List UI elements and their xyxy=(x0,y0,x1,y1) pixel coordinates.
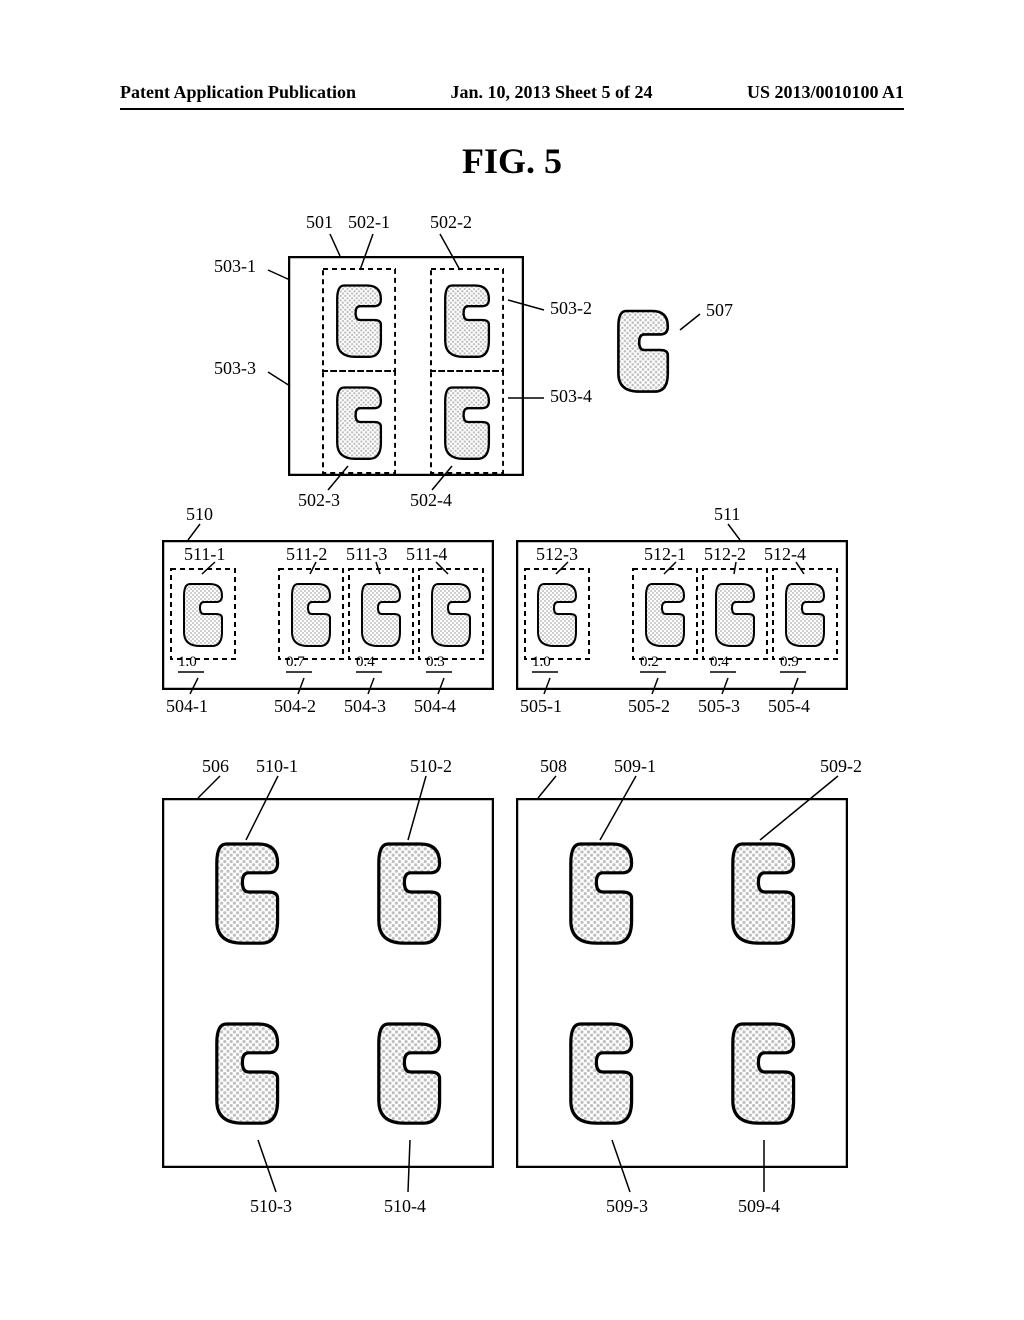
blob-b512_4 xyxy=(772,568,838,660)
label-505-3: 505-3 xyxy=(698,696,740,717)
label-510-4: 510-4 xyxy=(384,1196,426,1217)
blob-b511_2 xyxy=(278,568,344,660)
label-506: 506 xyxy=(202,756,229,777)
label-511: 511 xyxy=(714,504,740,525)
label-510-2: 510-2 xyxy=(410,756,452,777)
label-502-4: 502-4 xyxy=(410,490,452,511)
label-505-2: 505-2 xyxy=(628,696,670,717)
blob-b510_1 xyxy=(198,822,296,962)
label-504-1: 504-1 xyxy=(166,696,208,717)
label-505-1: 505-1 xyxy=(520,696,562,717)
leader-overlay xyxy=(0,0,1024,1320)
label-503-2: 503-2 xyxy=(550,298,592,319)
label-509-3: 509-3 xyxy=(606,1196,648,1217)
label-502-2: 502-2 xyxy=(430,212,472,233)
label-504-2: 504-2 xyxy=(274,696,316,717)
label-507: 507 xyxy=(706,300,733,321)
blob-b511_4 xyxy=(418,568,484,660)
blob-b502_1 xyxy=(322,268,396,372)
blob-b512_3 xyxy=(524,568,590,660)
label-503-4: 503-4 xyxy=(550,386,592,407)
blob-b502_3 xyxy=(322,370,396,474)
blob-b509_2 xyxy=(714,822,812,962)
blob-b510_2 xyxy=(360,822,458,962)
label-503-1: 503-1 xyxy=(214,256,256,277)
blob-b502_2 xyxy=(430,268,504,372)
blob-b502_4 xyxy=(430,370,504,474)
label-502-1: 502-1 xyxy=(348,212,390,233)
label-510-1: 510-1 xyxy=(256,756,298,777)
label-509-2: 509-2 xyxy=(820,756,862,777)
blob-b510_3 xyxy=(198,1002,296,1142)
label-509-1: 509-1 xyxy=(614,756,656,777)
label-509-4: 509-4 xyxy=(738,1196,780,1217)
label-504-4: 504-4 xyxy=(414,696,456,717)
blob-b509_1 xyxy=(552,822,650,962)
label-502-3: 502-3 xyxy=(298,490,340,511)
label-504-3: 504-3 xyxy=(344,696,386,717)
label-510: 510 xyxy=(186,504,213,525)
label-505-4: 505-4 xyxy=(768,696,810,717)
blob-b512_1 xyxy=(632,568,698,660)
label-501: 501 xyxy=(306,212,333,233)
label-510-3: 510-3 xyxy=(250,1196,292,1217)
blob-b511_1 xyxy=(170,568,236,660)
blob-b509_4 xyxy=(714,1002,812,1142)
label-503-3: 503-3 xyxy=(214,358,256,379)
blob-b509_3 xyxy=(552,1002,650,1142)
blob-b512_2 xyxy=(702,568,768,660)
blob-b507 xyxy=(602,292,684,408)
blob-b511_3 xyxy=(348,568,414,660)
blob-b510_4 xyxy=(360,1002,458,1142)
label-508: 508 xyxy=(540,756,567,777)
